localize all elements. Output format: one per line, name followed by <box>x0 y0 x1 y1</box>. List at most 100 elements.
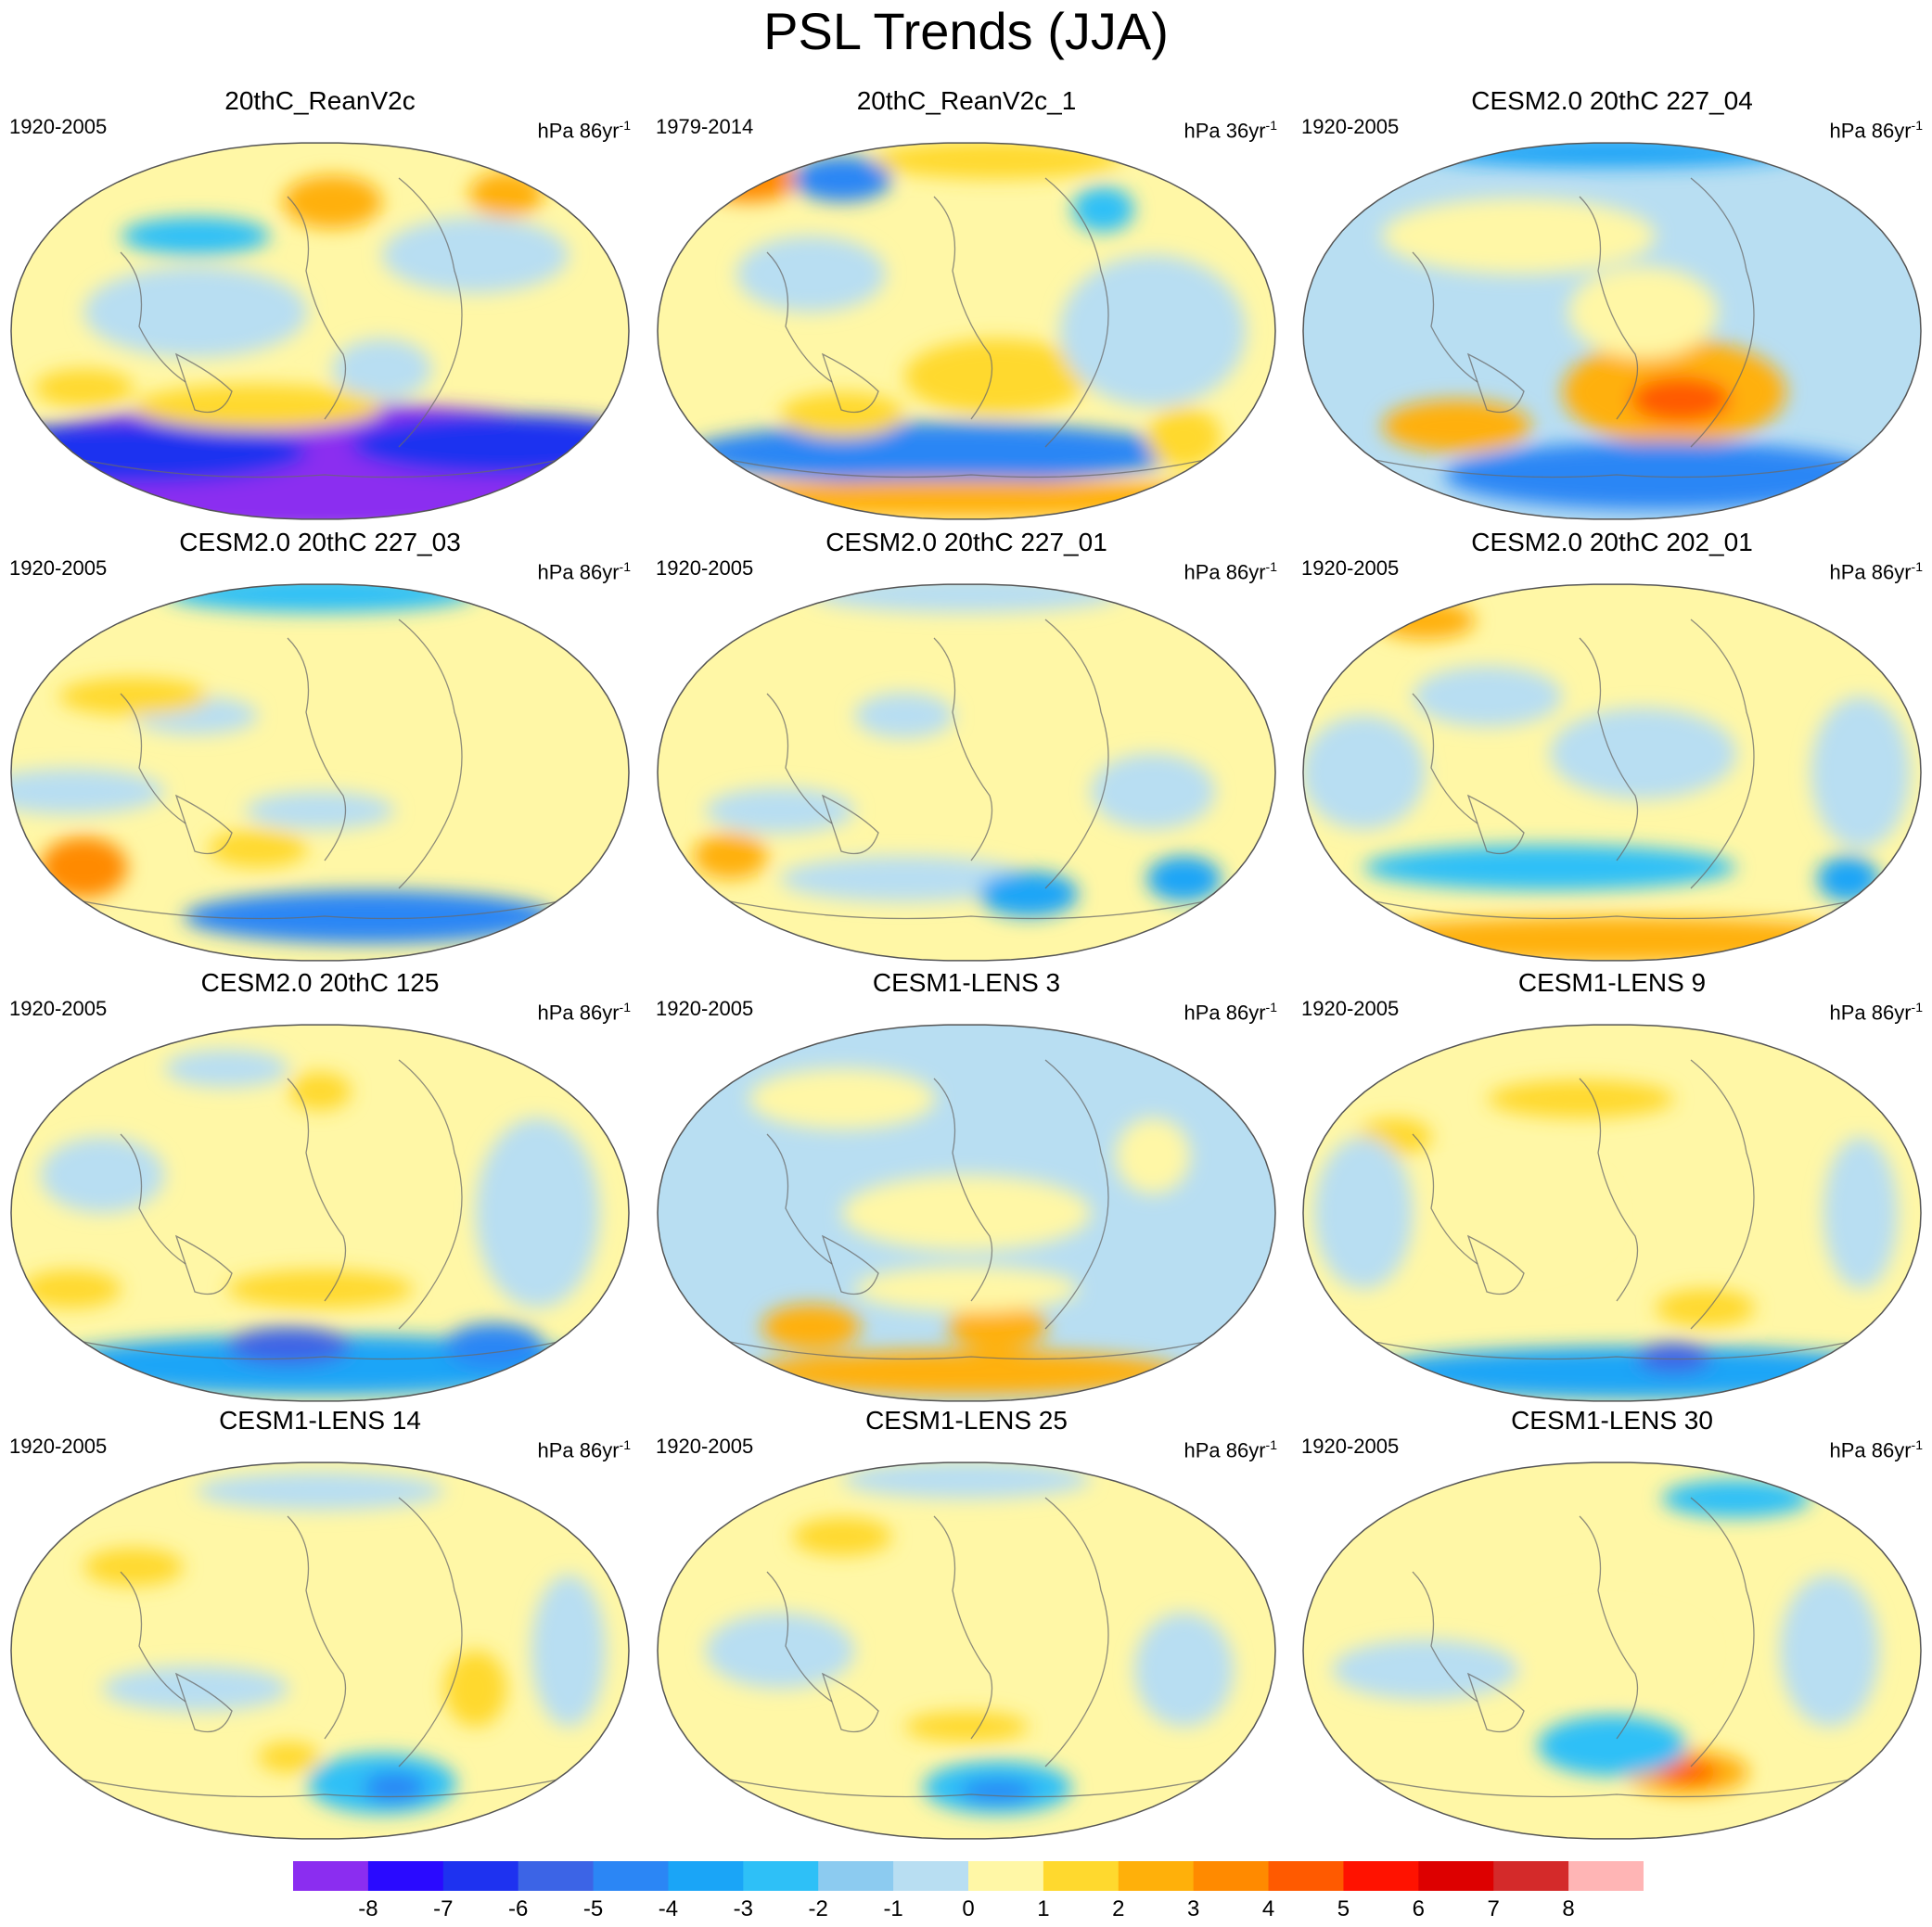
coastline <box>1579 1515 1639 1740</box>
map-panel: CESM2.0 20thC 227_03 1920-2005 hPa 86yr-1 <box>0 529 640 964</box>
colorbar-tick-label: -5 <box>582 1896 604 1921</box>
coastline <box>1356 1775 1868 1798</box>
trend-contour-region <box>873 143 1122 179</box>
coastline <box>1690 1059 1755 1330</box>
trend-contour-region <box>1779 1575 1880 1727</box>
trend-contour-region <box>134 384 382 430</box>
trend-contour-region <box>1382 198 1656 274</box>
coastline <box>710 1775 1222 1798</box>
map-plot <box>1302 1024 1922 1402</box>
trend-contour-region <box>904 338 1091 415</box>
trend-contour-region <box>705 1613 855 1689</box>
trend-contour-region <box>1444 440 1880 510</box>
trend-contour-region <box>1655 1760 1718 1784</box>
panel-units: hPa 86yr-1 <box>1829 113 1923 143</box>
coastline <box>933 1078 993 1302</box>
map-panel: CESM2.0 20thC 202_01 1920-2005 hPa 86yr-1 <box>1292 529 1932 964</box>
colorbar-swatch <box>1118 1861 1195 1891</box>
panel-period: 1920-2005 <box>656 556 754 580</box>
coastline <box>174 1234 233 1295</box>
trend-contour-region <box>282 174 382 229</box>
trend-contour-region <box>979 871 1079 917</box>
figure-title: PSL Trends (JJA) <box>763 2 1169 60</box>
trend-contour-region <box>1810 696 1911 849</box>
map-panel: CESM1-LENS 3 1920-2005 hPa 86yr-1 <box>646 969 1286 1405</box>
trend-contour-region <box>1313 1137 1414 1289</box>
colorbar-tick-label: 0 <box>962 1896 975 1921</box>
panel-period: 1920-2005 <box>1301 115 1400 138</box>
trend-contour-region <box>363 1772 426 1803</box>
coastline <box>1579 1078 1639 1302</box>
coastline <box>821 1234 879 1295</box>
colorbar-swatch <box>293 1861 369 1891</box>
units-base: hPa 86yr <box>1184 1438 1266 1462</box>
colorbar-tick-label: 4 <box>1261 1896 1275 1921</box>
trend-contour-region <box>854 692 954 739</box>
trend-contour-region <box>40 836 128 899</box>
colorbar-tick-label: 7 <box>1487 1896 1500 1921</box>
trend-contour-region <box>208 829 308 868</box>
colorbar-swatch <box>518 1861 595 1891</box>
map-plot <box>1302 142 1922 520</box>
trend-contour-region <box>658 479 1275 517</box>
map-border <box>657 1461 1276 1840</box>
coastline <box>821 352 879 414</box>
units-exponent: -1 <box>1265 1437 1277 1452</box>
map-plot <box>1302 583 1922 962</box>
colorbar-tick-label: -1 <box>883 1896 903 1921</box>
coastline <box>766 1571 833 1703</box>
colorbar-tick-label: 1 <box>1037 1896 1050 1921</box>
coastline <box>1412 1571 1478 1703</box>
units-exponent: -1 <box>619 559 631 574</box>
map-border <box>10 583 630 962</box>
colorbar-swatch <box>968 1861 1044 1891</box>
map-panel: 20thC_ReanV2c_1 1979-2014 hPa 36yr-1 <box>646 87 1286 523</box>
map-panel: CESM1-LENS 30 1920-2005 hPa 86yr-1 <box>1292 1407 1932 1843</box>
units-exponent: -1 <box>1911 1437 1923 1452</box>
units-exponent: -1 <box>1911 559 1923 574</box>
colorbar-swatch <box>1493 1861 1569 1891</box>
coastline <box>287 637 347 861</box>
coastline <box>120 1133 186 1265</box>
trend-contour-region <box>83 266 308 358</box>
panel-units: hPa 86yr-1 <box>1829 995 1923 1025</box>
colorbar-swatch <box>1418 1861 1494 1891</box>
trend-contour-region <box>258 1742 320 1773</box>
colorbar-tick-label: 5 <box>1337 1896 1350 1921</box>
units-exponent: -1 <box>619 1437 631 1452</box>
coastline <box>64 897 576 920</box>
trend-contour-region <box>382 217 569 293</box>
trend-contour-region <box>698 156 800 202</box>
map-plot <box>1302 1461 1922 1840</box>
coastline <box>174 1672 233 1733</box>
units-base: hPa 86yr <box>537 560 620 584</box>
trend-contour-region <box>1146 856 1222 902</box>
panel-title: CESM2.0 20thC 202_01 <box>1471 528 1753 556</box>
trend-contour-region <box>1146 407 1222 468</box>
coastline <box>64 1337 576 1360</box>
trend-contour-region <box>780 856 1029 902</box>
coastline <box>766 693 833 824</box>
units-exponent: -1 <box>1911 1000 1923 1015</box>
colorbar-swatch <box>1193 1861 1270 1891</box>
units-base: hPa 86yr <box>1829 560 1912 584</box>
colorbar-tick-labels: -8 -7 -6 -5 -4 -3 -2 -1 0 1 2 3 4 5 6 7 8 <box>0 1896 1932 1924</box>
coastline <box>933 1515 993 1740</box>
trend-contour-region <box>1382 399 1531 453</box>
coastline <box>766 1133 833 1265</box>
units-base: hPa 86yr <box>1184 560 1266 584</box>
trend-contour-region <box>121 217 271 255</box>
coastline <box>1690 1497 1755 1767</box>
coastline <box>1044 1497 1109 1767</box>
coastline <box>120 251 186 383</box>
trend-contour-region <box>444 1651 506 1727</box>
coastline <box>398 619 463 889</box>
trend-contour-region <box>531 1575 607 1727</box>
panel-period: 1920-2005 <box>9 1435 108 1458</box>
units-base: hPa 86yr <box>1184 1001 1266 1025</box>
colorbar-tick-label: -4 <box>658 1896 679 1921</box>
panel-units: hPa 86yr-1 <box>537 1433 631 1462</box>
panel-period: 1920-2005 <box>9 997 108 1020</box>
coastline <box>933 637 993 861</box>
units-exponent: -1 <box>1265 1000 1277 1015</box>
